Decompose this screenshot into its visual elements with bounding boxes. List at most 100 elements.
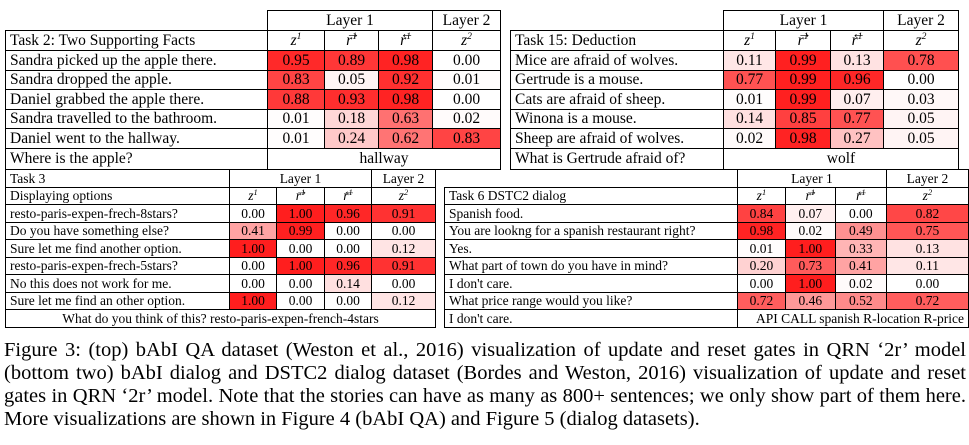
sentence: No this does not work for me.: [5, 274, 230, 293]
value-cell: 1.00: [784, 274, 836, 293]
value-cell: 0.99: [775, 50, 831, 71]
value-cell: 0.13: [830, 50, 884, 71]
value-cell: 0.73: [784, 256, 836, 275]
table-row: Sure let me find an other option. 1.00 0.0…: [5, 291, 436, 310]
value-cell: 0.98: [378, 89, 433, 110]
value-cell: 0.99: [276, 221, 325, 240]
sentence: Yes.: [443, 239, 739, 258]
value-cell: 1.00: [229, 239, 277, 258]
value-cell: 0.91: [371, 256, 436, 275]
task2-panel: Layer 1 Layer 2 Task 2: Two Supporting F…: [5, 10, 501, 170]
task3-subtitle-row: Displaying options z1 r1 r1 z2: [5, 186, 436, 205]
sentence: Sure let me find another option.: [5, 239, 230, 258]
value-cell: 0.99: [775, 89, 831, 110]
task3-rfw-header: r1: [276, 186, 325, 205]
task3-z2-header: z2: [371, 186, 436, 205]
sentence: Daniel went to the hallway.: [5, 128, 268, 149]
value-cell: 0.01: [737, 239, 786, 258]
value-cell: 0.00: [737, 274, 786, 293]
value-cell: 0.07: [830, 89, 884, 110]
sentence: I don't care.: [443, 274, 739, 293]
value-cell: 0.77: [723, 69, 776, 91]
sentence: Sandra picked up the apple there.: [5, 50, 268, 71]
value-cell: 0.11: [885, 256, 969, 275]
sentence: Cats are afraid of sheep.: [510, 89, 724, 110]
table-row: Sandra travelled to the bathroom. 0.01 0.1…: [5, 108, 501, 130]
task2-answer: hallway: [267, 147, 501, 170]
sentence: Sheep are afraid of wolves.: [510, 128, 724, 149]
task2-rfw-header: r1: [324, 30, 379, 51]
task3-footer: What do you think of this? resto-paris-e…: [5, 309, 436, 328]
task6-layer-header-row: Layer 1 Layer 2: [444, 169, 969, 188]
task15-z2-header: z2: [883, 30, 959, 51]
figure-caption: Figure 3: (top) bAbI QA dataset (Weston …: [4, 339, 966, 430]
value-cell: 0.72: [885, 291, 969, 310]
task3-layer-header-row: Task 3 Layer 1 Layer 2: [5, 169, 436, 188]
task15-rfw-header: r1: [775, 30, 831, 51]
value-cell: 0.92: [378, 69, 433, 91]
table-row: resto-paris-expen-frech-5stars? 0.00 1.00 0…: [5, 256, 436, 275]
sentence: Daniel grabbed the apple there.: [5, 89, 268, 110]
task2-title-row: Task 2: Two Supporting Facts z1 r1 r1 z2: [5, 30, 501, 51]
task15-title-row: Task 15: Deduction z1 r1 r1 z2: [510, 30, 959, 51]
value-cell: 0.13: [885, 239, 969, 258]
task6-rbw-header: r1: [834, 186, 887, 205]
table-row: Daniel went to the hallway. 0.01 0.24 0.62 0…: [5, 128, 501, 149]
value-cell: 0.83: [432, 128, 501, 149]
value-cell: 0.18: [324, 108, 379, 130]
value-cell: 0.14: [723, 108, 776, 130]
task2-title: Task 2: Two Supporting Facts: [5, 30, 268, 51]
task15-table: Layer 1 Layer 2 Task 15: Deduction z1 r1…: [510, 10, 959, 170]
sentence: Spanish food.: [443, 204, 739, 223]
sentence: resto-paris-expen-frech-8stars?: [5, 204, 230, 223]
task3-layer2-label: Layer 2: [371, 169, 436, 188]
task6-layer1-label: Layer 1: [737, 169, 887, 188]
task2-table: Layer 1 Layer 2 Task 2: Two Supporting F…: [5, 10, 501, 170]
value-cell: 0.00: [276, 239, 325, 258]
value-cell: 0.07: [784, 204, 836, 223]
value-cell: 0.89: [324, 50, 379, 71]
value-cell: 0.82: [885, 204, 969, 223]
task6-title-row: Task 6 DSTC2 dialog z1 r1 r1 z2: [443, 186, 969, 205]
value-cell: 0.00: [371, 274, 436, 293]
task3-z1-header: z1: [229, 186, 277, 205]
task6-z2-header: z2: [885, 186, 969, 205]
value-cell: 0.11: [723, 50, 776, 71]
sentence: Mice are afraid of wolves.: [510, 50, 724, 71]
task6-answer: API CALL spanish R-location R-price: [737, 309, 969, 328]
value-cell: 0.98: [378, 50, 433, 71]
value-cell: 0.62: [378, 128, 433, 149]
value-cell: 1.00: [784, 239, 836, 258]
value-cell: 0.33: [834, 239, 887, 258]
task15-layer2-label: Layer 2: [883, 10, 959, 31]
value-cell: 1.00: [229, 291, 277, 310]
value-cell: 0.20: [737, 256, 786, 275]
sentence: You are lookng for a spanish restaurant …: [443, 221, 739, 240]
task2-question-row: Where is the apple? hallway: [5, 147, 501, 170]
value-cell: 0.75: [885, 221, 969, 240]
task2-layer-header-row: Layer 1 Layer 2: [5, 10, 501, 31]
task3-subtitle: Displaying options: [5, 186, 230, 205]
value-cell: 0.00: [229, 256, 277, 275]
task3-panel: Task 3 Layer 1 Layer 2 Displaying option…: [5, 169, 436, 328]
value-cell: 0.05: [324, 69, 379, 91]
sentence: Sandra travelled to the bathroom.: [5, 108, 268, 130]
value-cell: 1.00: [276, 256, 325, 275]
value-cell: 0.24: [324, 128, 379, 149]
value-cell: 0.00: [276, 291, 325, 310]
table-row: Sure let me find another option. 1.00 0.00…: [5, 239, 436, 258]
task6-rfw-header: r1: [784, 186, 836, 205]
task6-question-row: I don't care. API CALL spanish R-locatio…: [443, 309, 969, 328]
sentence: Do you have something else?: [5, 221, 230, 240]
task15-layer1-label: Layer 1: [723, 10, 884, 31]
table-row: Do you have something else? 0.41 0.99 0.00 0…: [5, 221, 436, 240]
task6-panel: Layer 1 Layer 2 Task 6 DSTC2 dialog z1 r…: [443, 169, 969, 328]
value-cell: 0.95: [267, 50, 325, 71]
value-cell: 0.96: [324, 204, 372, 223]
value-cell: 0.78: [883, 50, 959, 71]
value-cell: 0.00: [834, 204, 887, 223]
value-cell: 0.00: [432, 50, 501, 71]
value-cell: 0.03: [883, 89, 959, 110]
value-cell: 0.96: [830, 69, 884, 91]
sentence: resto-paris-expen-frech-5stars?: [5, 256, 230, 275]
